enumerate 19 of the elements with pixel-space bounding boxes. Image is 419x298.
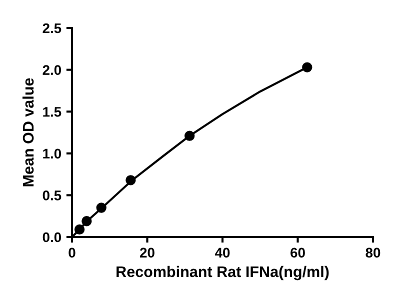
- point: [82, 216, 92, 226]
- y-tick-label: 0.5: [42, 190, 62, 200]
- point: [184, 130, 195, 141]
- x-tick-label: 0: [68, 248, 76, 258]
- x-tick-label: 20: [140, 248, 154, 258]
- point: [74, 224, 85, 235]
- point: [302, 62, 312, 72]
- point: [96, 202, 106, 213]
- x-axis-title: Recombinant Rat IFNa(ng/ml): [116, 266, 329, 280]
- y-tick-label: 1.0: [43, 148, 62, 159]
- y-tick-label: 1.5: [43, 107, 62, 117]
- x-tick-label: 80: [366, 248, 380, 258]
- y-tick-label: 0.0: [42, 232, 62, 242]
- x-tick-label: 60: [290, 248, 305, 258]
- y-axis-title: Mean OD value: [22, 78, 34, 186]
- y-tick-label: 2.5: [42, 23, 62, 34]
- x-tick-label: 40: [214, 248, 230, 258]
- point: [126, 175, 136, 186]
- y-tick-label: 2.0: [42, 65, 62, 75]
